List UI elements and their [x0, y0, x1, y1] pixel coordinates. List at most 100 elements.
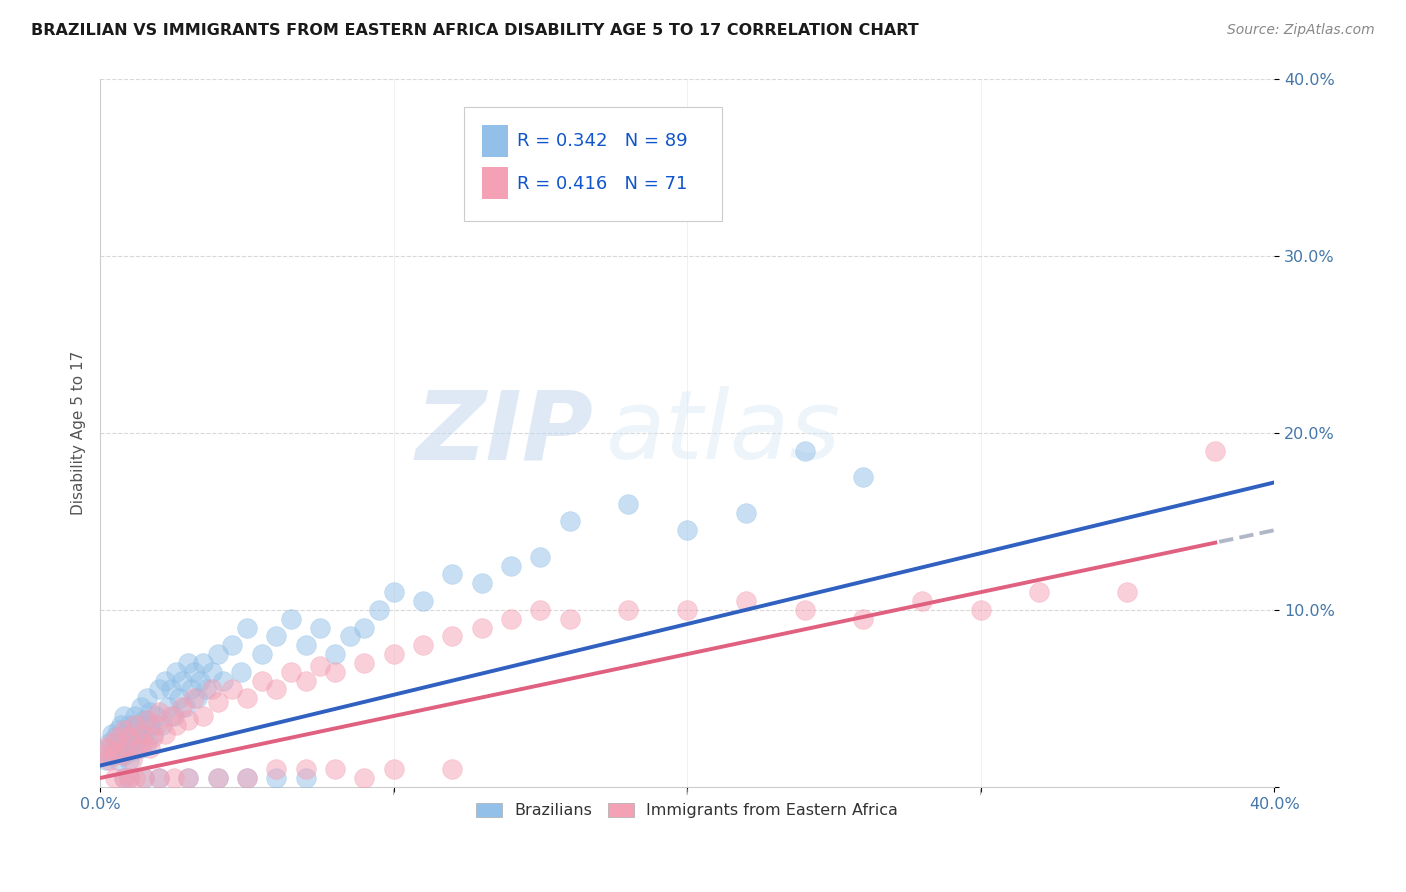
Point [441, 629, 464, 643]
Point [529, 603, 551, 617]
Point [186, 691, 208, 706]
Point [110, 718, 132, 732]
Point [110, 747, 132, 762]
Point [183, 691, 205, 706]
Point [471, 576, 494, 591]
Point [236, 621, 259, 635]
Point [110, 735, 132, 749]
Point [412, 638, 434, 652]
Point [529, 549, 551, 564]
Point [309, 659, 332, 673]
Point [207, 695, 229, 709]
Y-axis label: Disability Age 5 to 17: Disability Age 5 to 17 [72, 351, 86, 515]
Point [104, 744, 127, 758]
Point [101, 727, 124, 741]
Point [127, 718, 149, 732]
Point [104, 771, 127, 785]
Point [121, 727, 143, 741]
Point [121, 744, 143, 758]
Point [112, 723, 135, 738]
Point [107, 731, 129, 745]
Point [558, 612, 581, 626]
Point [134, 771, 156, 785]
Point [94, 740, 117, 755]
Point [177, 713, 200, 727]
Point [229, 665, 252, 679]
Point [112, 771, 135, 785]
FancyBboxPatch shape [464, 107, 723, 220]
Point [148, 771, 170, 785]
Point [323, 665, 346, 679]
Point [1204, 443, 1226, 458]
Point [250, 647, 273, 661]
Point [1028, 585, 1050, 599]
Point [412, 594, 434, 608]
Point [107, 723, 129, 738]
Point [118, 731, 141, 745]
Point [676, 523, 699, 537]
Point [236, 691, 259, 706]
Point [353, 656, 375, 670]
Point [97, 753, 120, 767]
Point [124, 735, 146, 749]
Point [188, 673, 211, 688]
Point [236, 771, 259, 785]
Point [104, 740, 127, 755]
Point [112, 747, 135, 762]
Point [129, 700, 152, 714]
Point [852, 612, 875, 626]
Bar [482, 125, 508, 157]
Point [159, 682, 181, 697]
Text: ZIP: ZIP [415, 386, 593, 479]
Point [471, 621, 494, 635]
Point [499, 612, 522, 626]
Point [118, 718, 141, 732]
Point [142, 731, 165, 745]
Point [148, 771, 170, 785]
Point [118, 771, 141, 785]
Point [124, 771, 146, 785]
Point [339, 629, 361, 643]
Point [127, 740, 149, 755]
Point [323, 647, 346, 661]
Point [159, 709, 181, 723]
Point [145, 718, 167, 732]
Point [382, 647, 405, 661]
Point [97, 735, 120, 749]
Point [180, 682, 202, 697]
Point [207, 771, 229, 785]
Point [153, 727, 176, 741]
Point [172, 673, 194, 688]
Point [441, 567, 464, 582]
Point [212, 673, 235, 688]
Point [94, 753, 117, 767]
Point [145, 709, 167, 723]
Point [118, 735, 141, 749]
Point [148, 682, 170, 697]
Point [221, 682, 243, 697]
Text: R = 0.342   N = 89: R = 0.342 N = 89 [517, 131, 688, 150]
Point [124, 718, 146, 732]
Point [183, 665, 205, 679]
Point [264, 682, 287, 697]
Text: atlas: atlas [605, 386, 839, 479]
Point [118, 753, 141, 767]
Legend: Brazilians, Immigrants from Eastern Africa: Brazilians, Immigrants from Eastern Afri… [470, 797, 904, 825]
Point [129, 740, 152, 755]
Point [793, 603, 815, 617]
Point [134, 727, 156, 741]
Point [323, 762, 346, 776]
Point [294, 638, 316, 652]
Point [911, 594, 934, 608]
Point [734, 506, 756, 520]
Point [134, 735, 156, 749]
Point [162, 709, 184, 723]
Point [148, 706, 170, 720]
Point [115, 740, 138, 755]
Point [309, 621, 332, 635]
Point [969, 603, 991, 617]
Point [368, 603, 391, 617]
Point [165, 665, 187, 679]
Point [121, 753, 143, 767]
Point [280, 612, 302, 626]
